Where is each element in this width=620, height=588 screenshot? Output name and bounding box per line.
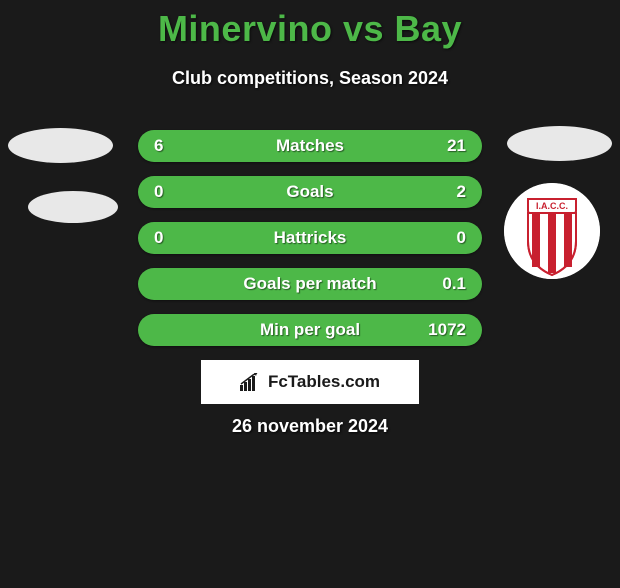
svg-text:I.A.C.C.: I.A.C.C. (536, 201, 568, 211)
stat-label: Hattricks (138, 228, 482, 248)
stat-row: 0 Goals 2 (138, 176, 482, 208)
player-left-silhouette (8, 128, 118, 223)
page-title: Minervino vs Bay (0, 8, 620, 50)
stat-label: Matches (138, 136, 482, 156)
club-logo-right: I.A.C.C. (504, 183, 600, 279)
stat-row: 6 Matches 21 (138, 130, 482, 162)
stat-right-value: 0 (457, 228, 466, 248)
stat-right-value: 2 (457, 182, 466, 202)
bar-chart-icon (240, 373, 262, 391)
player-right-silhouette (507, 126, 612, 161)
subtitle: Club competitions, Season 2024 (0, 68, 620, 89)
silhouette-shape (8, 128, 113, 163)
silhouette-shape (507, 126, 612, 161)
stat-row: Min per goal 1072 (138, 314, 482, 346)
stat-right-value: 21 (447, 136, 466, 156)
brand-attribution[interactable]: FcTables.com (201, 360, 419, 404)
brand-text: FcTables.com (268, 372, 380, 392)
stat-row: Goals per match 0.1 (138, 268, 482, 300)
date-text: 26 november 2024 (0, 416, 620, 437)
silhouette-shape (28, 191, 118, 223)
club-crest-icon: I.A.C.C. (504, 183, 600, 279)
stat-right-value: 0.1 (442, 274, 466, 294)
stats-table: 6 Matches 21 0 Goals 2 0 Hattricks 0 Goa… (138, 130, 482, 346)
stat-right-value: 1072 (428, 320, 466, 340)
stat-label: Goals per match (138, 274, 482, 294)
stat-label: Goals (138, 182, 482, 202)
stat-row: 0 Hattricks 0 (138, 222, 482, 254)
